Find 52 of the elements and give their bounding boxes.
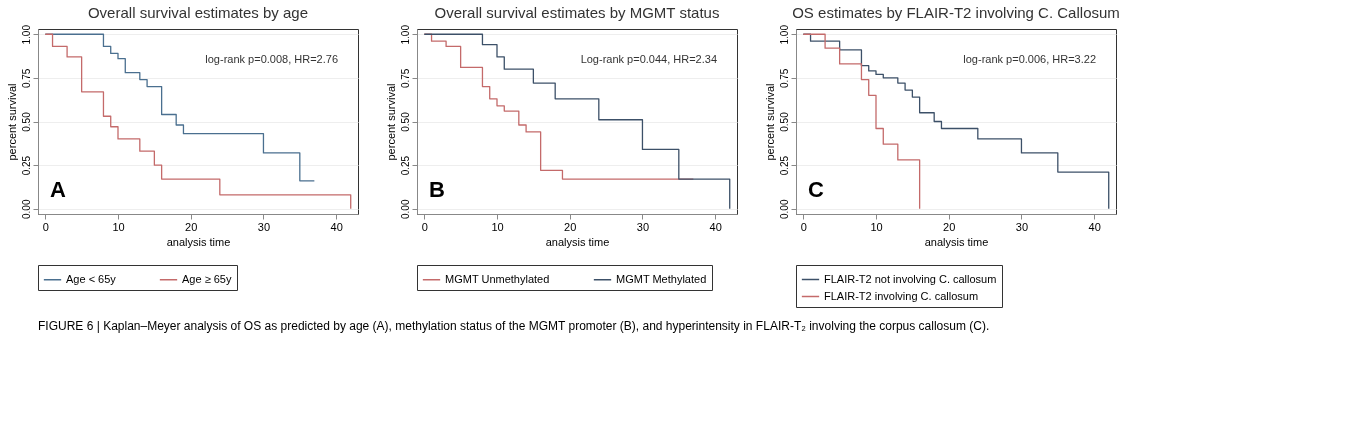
x-tick-label: 0 [42, 220, 49, 233]
x-tick-label: 30 [1015, 220, 1029, 233]
x-tick-label: 0 [800, 220, 807, 233]
legend-label: FLAIR-T2 involving C. callosum [824, 289, 979, 302]
x-axis-title: analysis time [924, 235, 989, 248]
x-tick-label: 40 [709, 220, 722, 233]
y-tick-label: 1.00 [20, 24, 32, 45]
x-tick-label: 30 [257, 220, 271, 233]
legend-label: MGMT Unmethylated [445, 272, 550, 285]
y-axis-title: percent survival [763, 83, 776, 161]
y-tick-label: 0.75 [20, 68, 32, 89]
y-axis-title: percent survival [384, 83, 397, 161]
x-axis-title: analysis time [545, 235, 610, 248]
y-tick-label: 0.75 [399, 68, 411, 89]
x-tick-label: 40 [330, 220, 343, 233]
y-tick-label: 0.50 [20, 111, 32, 132]
legend-label: Age < 65y [66, 272, 117, 285]
x-tick-label: 10 [112, 220, 125, 233]
x-tick-label: 20 [943, 220, 956, 233]
y-tick-label: 0.50 [399, 111, 411, 132]
chart-title: OS estimates by FLAIR-T2 involving C. Callosum [792, 3, 1120, 21]
y-tick-label: 0.75 [778, 68, 790, 89]
y-tick-label: 1.00 [399, 24, 411, 45]
chart-title: Overall survival estimates by age [87, 3, 309, 21]
annotation: A [50, 177, 66, 202]
y-axis-title: percent survival [5, 83, 18, 161]
y-tick-label: 0.00 [399, 199, 411, 219]
x-tick-label: 0 [421, 220, 428, 233]
annotation: B [429, 177, 445, 202]
x-tick-label: 10 [491, 220, 504, 233]
legend-label: FLAIR-T2 not involving C. callosum [824, 272, 997, 285]
y-tick-label: 0.00 [778, 199, 790, 219]
y-tick-label: 0.25 [778, 155, 790, 176]
annotation: C [808, 177, 824, 202]
annotation: Log-rank p=0.044, HR=2.34 [580, 53, 717, 65]
y-tick-label: 0.00 [20, 199, 32, 219]
x-tick-label: 10 [870, 220, 883, 233]
x-tick-label: 40 [1088, 220, 1101, 233]
legend-label: MGMT Methylated [616, 272, 707, 285]
annotation: log-rank p=0.008, HR=2.76 [205, 53, 338, 65]
x-tick-label: 20 [564, 220, 577, 233]
y-tick-label: 0.25 [20, 155, 32, 176]
caption: FIGURE 6 | Kaplan–Meyer analysis of OS as predicted by age (A), methylation status of the MGMT promoter (B), and hyperintensity in FLAIR-T₂ involving the corpus callosum (C). [38, 319, 990, 333]
x-axis-title: analysis time [166, 235, 231, 248]
x-tick-label: 30 [636, 220, 650, 233]
y-tick-label: 0.25 [399, 155, 411, 176]
x-tick-label: 20 [185, 220, 198, 233]
legend-label: Age ≥ 65y [182, 272, 232, 285]
y-tick-label: 0.50 [778, 111, 790, 132]
chart-title: Overall survival estimates by MGMT status [434, 3, 720, 21]
y-tick-label: 1.00 [778, 24, 790, 45]
annotation: log-rank p=0.006, HR=3.22 [963, 53, 1096, 65]
